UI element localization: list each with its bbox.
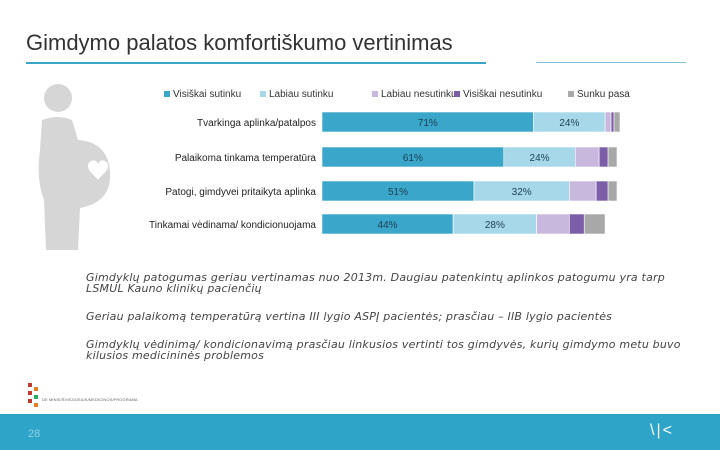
bar-segment-4-3 [536,213,570,235]
program-logo [28,383,38,407]
category-label-2: Palaikoma tinkama temperatūra [175,153,317,164]
footer-bar [0,414,720,450]
category-label-4: Tinkamai vėdinama/ kondicionuojama [149,220,316,231]
bar-segment-3-5 [607,180,618,202]
data-label-3-1: 51% [388,187,408,198]
note-2: Geriau palaikomą temperatūrą vertina III… [86,310,613,323]
note-3: Gimdyklų vėdinimą/ kondicionavimą prasči… [86,338,681,362]
data-label-1-1: 71% [418,118,438,129]
data-label-4-2: 28% [485,220,505,231]
data-label-2-1: 61% [403,153,423,164]
legend-swatch-4 [454,91,460,97]
data-label-1-2: 24% [559,118,579,129]
bar-segment-3-4 [595,180,609,202]
legend-label-2: Labiau sutinku [269,89,334,100]
bar-segment-2-5 [607,146,618,168]
bar-segment-2-3 [574,146,600,168]
legend-label-1: Visiškai sutinku [173,89,241,100]
stacked-bar-chart: Visiškai sutinku Labiau sutinku Labiau nes… [149,89,630,235]
bar-segment-4-4 [569,213,585,235]
page-title: Gimdymo palatos komfortiškumo vertinimas [26,30,453,55]
legend-swatch-5 [568,91,574,97]
footer-logo-mark: \|< [650,422,674,439]
logo-text: DE MINIS/ŠVIEZAISIUS/MEDICINOS/PROGRAMA [42,397,138,402]
legend-label-5: Sunku pasakyti [577,89,630,100]
page-number: 28 [28,428,41,440]
title-accent-line [536,62,686,63]
category-label-3: Patogi, gimdyvei pritaikyta aplinka [165,187,316,198]
legend-label-3: Labiau nesutinku [381,89,457,100]
legend-swatch-3 [372,91,378,97]
bar-segment-1-3 [604,111,612,133]
data-label-3-2: 32% [512,187,532,198]
pregnant-woman-icon [38,84,111,250]
legend-swatch-2 [260,91,266,97]
legend-swatch-1 [164,91,170,97]
notes: Gimdyklų patogumas geriau vertinamas nuo… [86,272,696,378]
bar-segment-3-3 [569,180,597,202]
title-underline [26,62,486,64]
data-label-4-1: 44% [378,220,398,231]
data-label-2-2: 24% [530,153,550,164]
legend-label-4: Visiškai nesutinku [463,89,542,100]
bar-segment-4-5 [583,213,606,235]
category-label-1: Tvarkinga aplinka/patalpos [197,118,316,129]
note-1: Gimdyklų patogumas geriau vertinamas nuo… [86,271,665,295]
bar-segment-1-5 [613,111,621,133]
bar-segment-2-4 [598,146,609,168]
bar-segment-1-4 [610,111,615,133]
